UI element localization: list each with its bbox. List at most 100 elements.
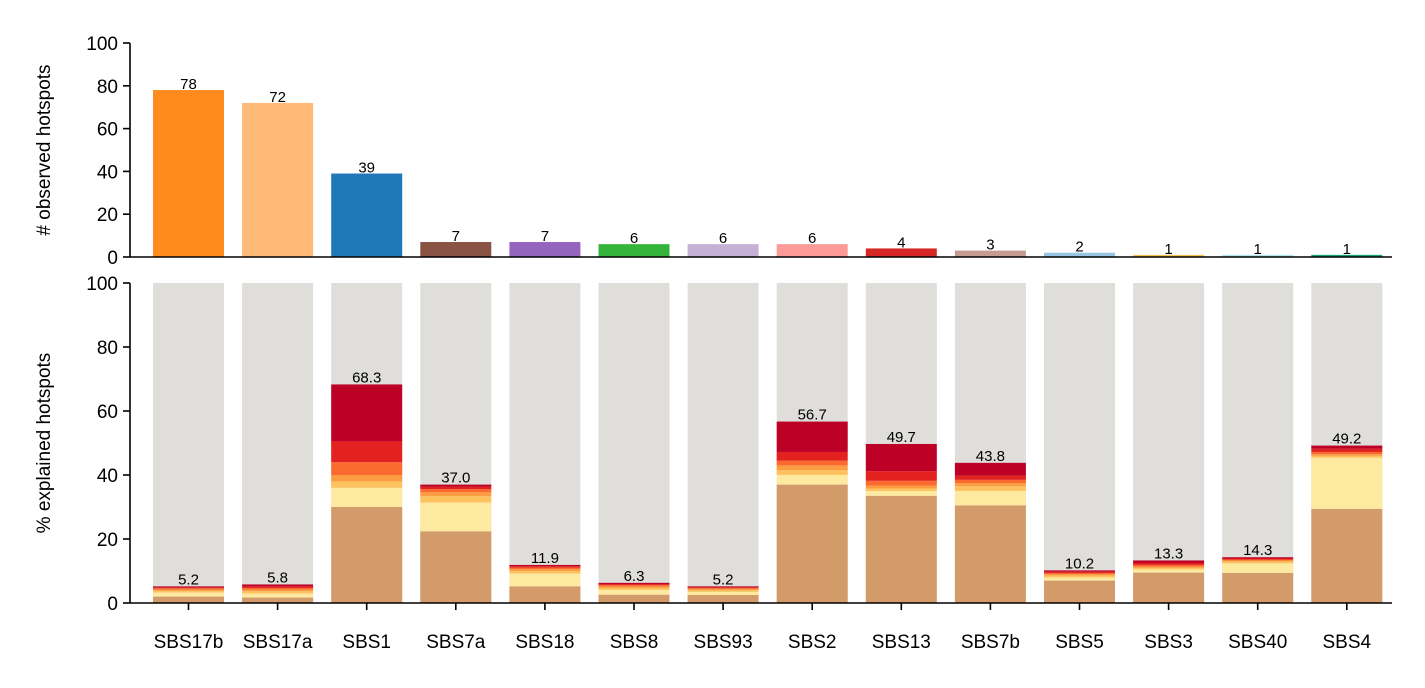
explained-bar-background-sbs18 xyxy=(509,283,581,603)
explained-bar-label-sbs40: 14.3 xyxy=(1243,542,1272,559)
observed-bar-sbs17a xyxy=(242,102,314,257)
explained-bar-label-sbs18: 11.9 xyxy=(531,550,559,567)
explained-bar-label-sbs17a: 5.8 xyxy=(267,569,288,586)
explained-bar-segment-sbs17b-4 xyxy=(153,588,224,590)
explained-bar-segment-sbs1-4 xyxy=(331,462,403,475)
explained-bar-segment-sbs93-4 xyxy=(687,587,759,589)
explained-bar-segment-sbs17b-3 xyxy=(153,589,224,591)
explained-bar-segment-sbs40-5 xyxy=(1222,558,1294,560)
explained-bar-segment-sbs7b-2 xyxy=(954,486,1026,491)
explained-bar-segment-sbs7b-4 xyxy=(954,479,1026,483)
observed-bar-label-sbs93: 6 xyxy=(719,230,727,247)
explained-bar-segment-sbs13-0 xyxy=(865,495,937,603)
x-tick-label-sbs8: SBS8 xyxy=(610,632,659,653)
explained-bar-segment-sbs7a-4 xyxy=(420,489,492,493)
explained-bar-segment-sbs4-0 xyxy=(1311,508,1383,603)
explained-bar-segment-sbs4-2 xyxy=(1311,455,1383,458)
explained-bar-segment-sbs1-1 xyxy=(331,487,403,507)
observed-bar-label-sbs2: 6 xyxy=(808,230,816,247)
explained-bar-segment-sbs17b-5 xyxy=(153,587,224,589)
explained-bar-segment-sbs4-5 xyxy=(1311,448,1383,452)
top-y-tick-label: 0 xyxy=(107,248,118,269)
explained-bar-segment-sbs5-4 xyxy=(1044,572,1115,575)
explained-bar-segment-sbs7a-5 xyxy=(420,486,492,490)
observed-bar-label-sbs7b: 3 xyxy=(986,237,994,254)
explained-bar-segment-sbs18-5 xyxy=(509,566,581,568)
x-tick-label-sbs17a: SBS17a xyxy=(243,632,313,653)
observed-bar-sbs93 xyxy=(687,244,759,257)
observed-bar-label-sbs18: 7 xyxy=(541,228,549,245)
explained-bar-segment-sbs7b-0 xyxy=(954,505,1026,603)
explained-bar-segment-sbs13-4 xyxy=(865,480,937,486)
explained-bar-segment-sbs2-6 xyxy=(776,421,848,452)
explained-bar-segment-sbs2-3 xyxy=(776,465,848,471)
observed-bar-label-sbs7a: 7 xyxy=(452,228,460,245)
top-y-tick-label: 40 xyxy=(97,162,118,183)
x-tick-label-sbs2: SBS2 xyxy=(788,632,837,653)
observed-bar-sbs1 xyxy=(331,173,403,257)
x-tick-label-sbs5: SBS5 xyxy=(1055,632,1104,653)
explained-bar-label-sbs7a: 37.0 xyxy=(441,470,470,487)
explained-bar-segment-sbs8-6 xyxy=(598,582,670,585)
explained-bar-segment-sbs8-4 xyxy=(598,585,670,587)
explained-bar-segment-sbs40-0 xyxy=(1222,572,1294,603)
explained-bar-segment-sbs1-0 xyxy=(331,507,403,603)
explained-bar-segment-sbs17a-0 xyxy=(242,597,314,603)
explained-bar-segment-sbs18-6 xyxy=(509,564,581,567)
explained-bar-segment-sbs2-4 xyxy=(776,460,848,466)
explained-bar-segment-sbs17a-2 xyxy=(242,591,314,594)
explained-bar-segment-sbs7b-1 xyxy=(954,491,1026,506)
top-y-axis-title: # observed hotspots xyxy=(34,64,55,235)
explained-bar-background-sbs5 xyxy=(1044,283,1115,603)
explained-bar-segment-sbs13-5 xyxy=(865,471,937,481)
explained-bar-segment-sbs2-5 xyxy=(776,451,848,461)
explained-bar-background-sbs93 xyxy=(687,283,759,603)
bottom-y-tick-label: 40 xyxy=(97,466,118,487)
explained-bar-segment-sbs13-1 xyxy=(865,491,937,496)
observed-bar-sbs8 xyxy=(598,244,670,257)
explained-bar-segment-sbs40-4 xyxy=(1222,559,1294,561)
explained-bar-segment-sbs7a-0 xyxy=(420,531,492,603)
explained-bar-segment-sbs2-0 xyxy=(776,484,848,603)
x-tick-label-sbs18: SBS18 xyxy=(515,632,574,653)
explained-bar-segment-sbs5-2 xyxy=(1044,575,1115,578)
observed-bar-label-sbs17a: 72 xyxy=(269,89,286,106)
observed-bar-sbs2 xyxy=(776,244,848,257)
x-tick-label-sbs3: SBS3 xyxy=(1144,632,1193,653)
explained-bar-segment-sbs4-4 xyxy=(1311,451,1383,455)
explained-bar-segment-sbs17a-1 xyxy=(242,593,314,598)
observed-bar-label-sbs40: 1 xyxy=(1254,241,1262,258)
explained-bar-segment-sbs7a-6 xyxy=(420,484,492,487)
observed-bar-sbs4 xyxy=(1311,254,1383,257)
x-tick-label-sbs93: SBS93 xyxy=(694,632,753,653)
explained-bar-segment-sbs93-2 xyxy=(687,590,759,592)
bottom-y-tick-label: 100 xyxy=(86,274,118,295)
explained-bar-segment-sbs17b-0 xyxy=(153,596,224,603)
explained-bar-segment-sbs7b-5 xyxy=(954,475,1026,480)
explained-bar-segment-sbs17b-6 xyxy=(153,586,224,588)
explained-bar-label-sbs93: 5.2 xyxy=(713,571,734,588)
explained-bar-segment-sbs3-3 xyxy=(1133,566,1205,568)
explained-bar-segment-sbs8-1 xyxy=(598,589,670,595)
observed-bar-sbs7b xyxy=(954,250,1026,257)
explained-bar-label-sbs7b: 43.8 xyxy=(976,448,1005,465)
bottom-y-tick-label: 0 xyxy=(107,594,118,615)
explained-bar-segment-sbs40-6 xyxy=(1222,557,1294,559)
explained-bar-segment-sbs40-2 xyxy=(1222,561,1294,564)
x-tick-label-sbs4: SBS4 xyxy=(1323,632,1372,653)
observed-bar-label-sbs3: 1 xyxy=(1164,241,1172,258)
explained-bar-label-sbs8: 6.3 xyxy=(624,568,645,585)
explained-bar-segment-sbs18-1 xyxy=(509,573,581,587)
x-tick-label-sbs17b: SBS17b xyxy=(154,632,224,653)
explained-bar-segment-sbs5-5 xyxy=(1044,571,1115,573)
explained-bar-segment-sbs7a-3 xyxy=(420,492,492,497)
explained-bar-segment-sbs1-6 xyxy=(331,384,403,442)
explained-bar-segment-sbs8-0 xyxy=(598,594,670,603)
observed-bar-label-sbs17b: 78 xyxy=(180,76,197,93)
explained-bar-segment-sbs3-5 xyxy=(1133,563,1205,565)
explained-bar-segment-sbs8-3 xyxy=(598,586,670,588)
observed-bar-label-sbs8: 6 xyxy=(630,230,638,247)
explained-bar-label-sbs5: 10.2 xyxy=(1065,555,1094,572)
explained-bar-label-sbs17b: 5.2 xyxy=(178,571,199,588)
